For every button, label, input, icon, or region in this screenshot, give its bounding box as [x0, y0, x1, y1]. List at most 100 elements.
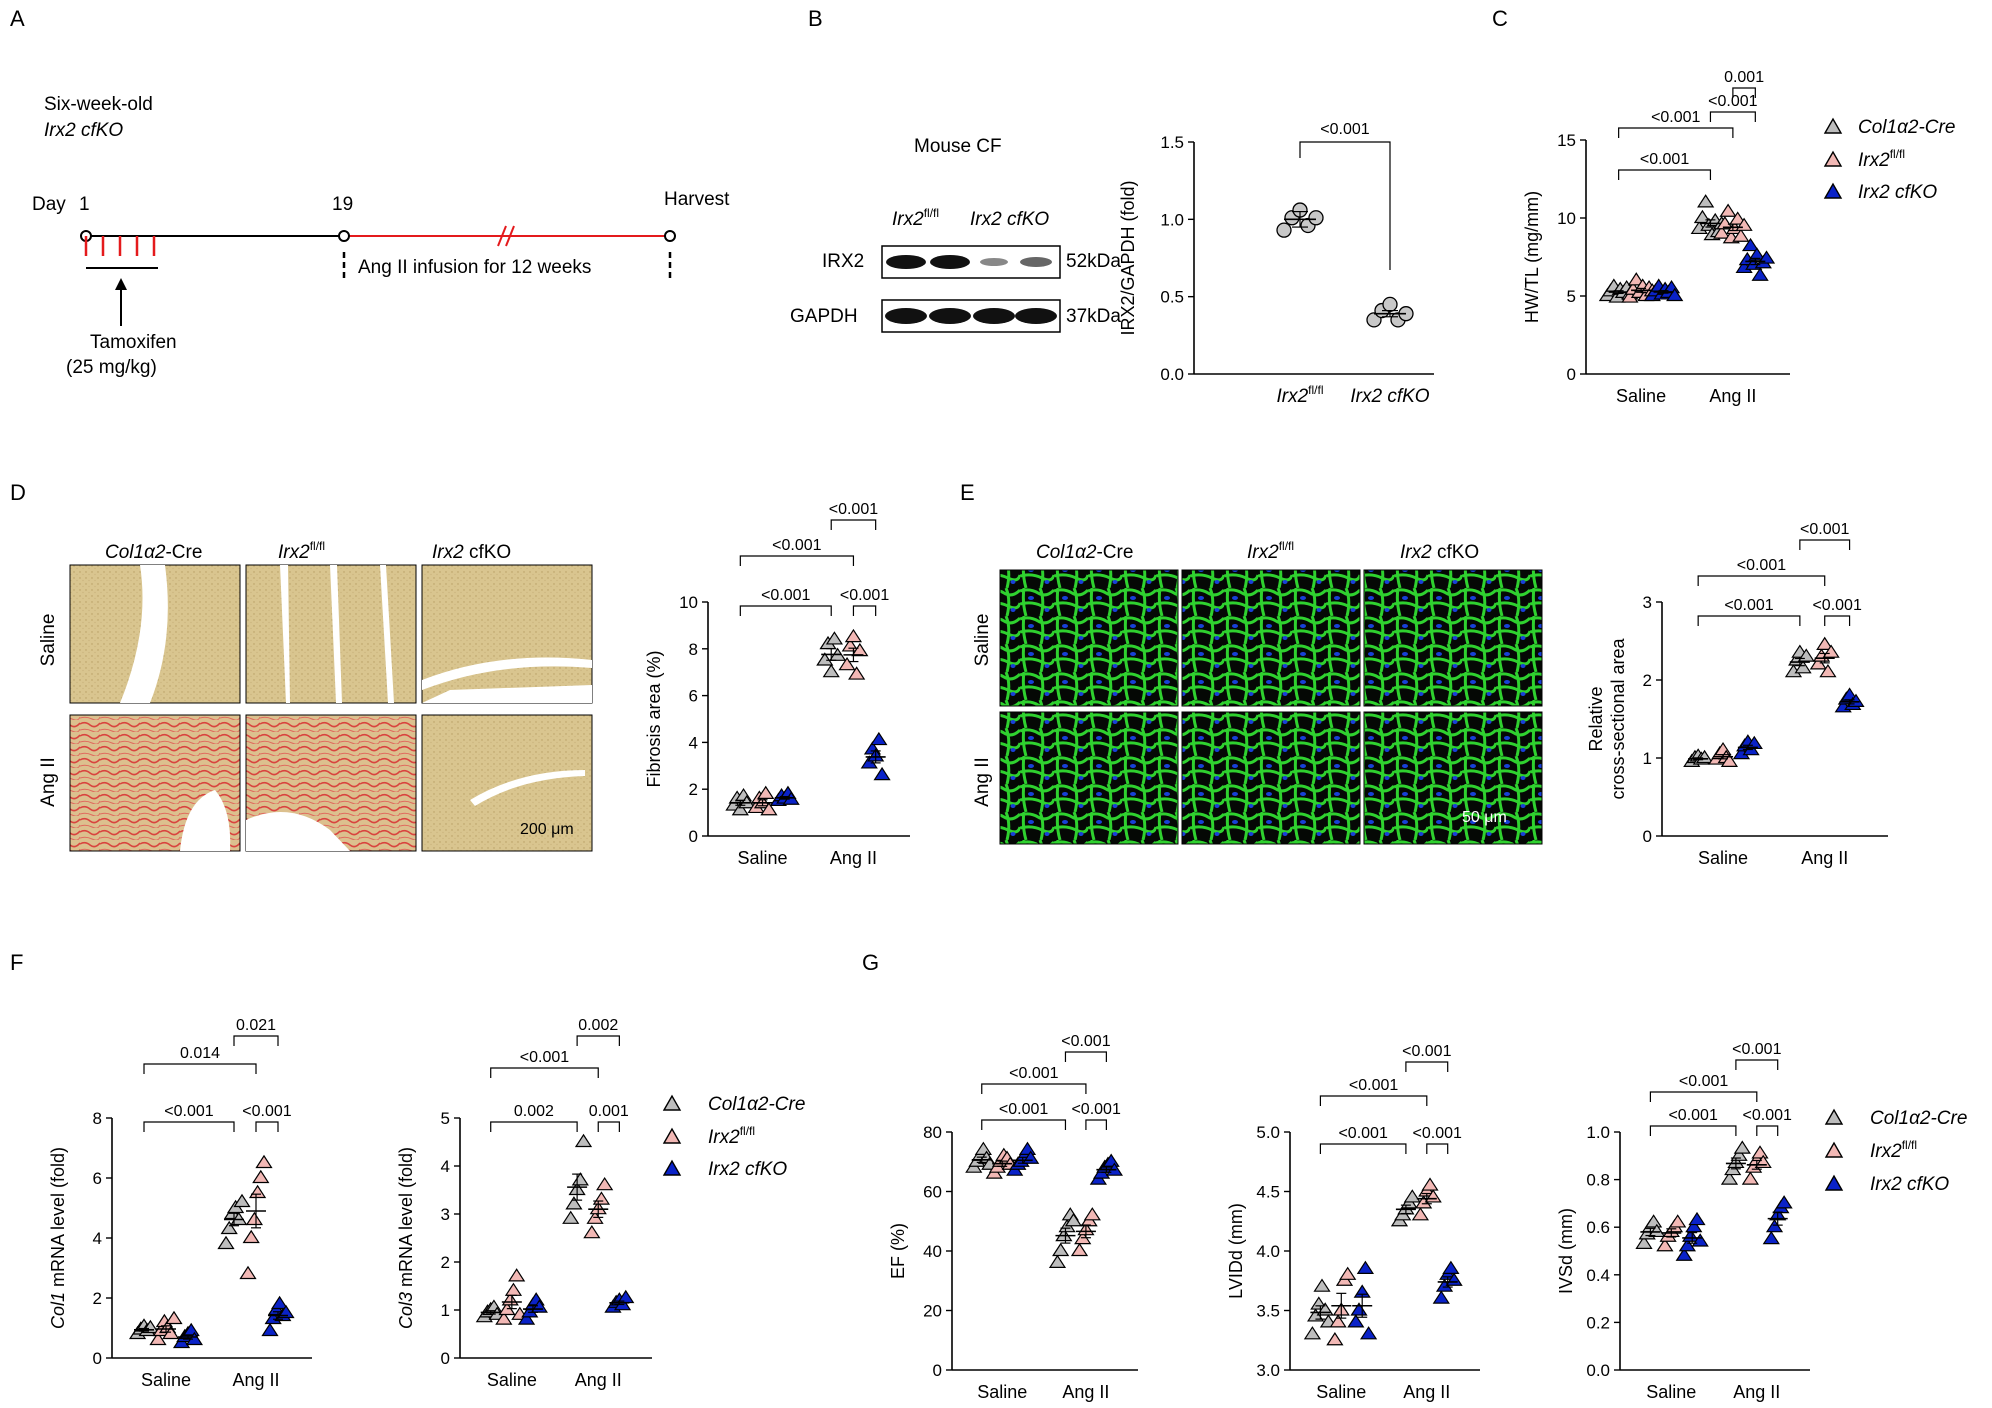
- point-triangle-open-gray: [822, 663, 840, 678]
- y-tick-label: 1.0: [1160, 210, 1184, 229]
- p-value-label: <0.001: [1800, 521, 1849, 538]
- point-triangle-pink: [1326, 1332, 1344, 1346]
- y-tick-label: 0.8: [1586, 1171, 1610, 1190]
- blot-bands: [885, 255, 1057, 324]
- blot-row-gapdh: GAPDH: [790, 306, 858, 327]
- significance-bracket: [1824, 615, 1851, 626]
- significance-bracket: [576, 1035, 620, 1046]
- point-triangle-filled-blue: [1688, 1211, 1706, 1226]
- e-row-saline: Saline: [972, 614, 993, 667]
- point-triangle-pink: [1713, 225, 1731, 239]
- p-value-label: 0.002: [514, 1103, 554, 1120]
- e-img-ang-cfko: [1363, 711, 1543, 845]
- d-scale-bar-label: 200 μm: [520, 821, 574, 838]
- x-label-ang: Ang II: [1801, 848, 1848, 868]
- significance-bracket: [1426, 1143, 1449, 1154]
- y-tick-label: 0.0: [1586, 1361, 1610, 1380]
- x-label-saline: Saline: [487, 1370, 537, 1390]
- blot-row-irx2: IRX2: [822, 251, 864, 272]
- e-img-saline-flfl: [1181, 569, 1361, 707]
- p-value-label: <0.001: [999, 1101, 1048, 1118]
- y-tick-label: 4.5: [1256, 1183, 1280, 1202]
- point-triangle-pink: [757, 785, 775, 799]
- e-col-cre: Col1α2-Cre: [1036, 542, 1133, 563]
- legend-g-cre-icon: [1824, 1108, 1844, 1125]
- band-irx2-3: [980, 258, 1008, 266]
- y-axis-label: EF (%): [888, 1223, 908, 1279]
- significance-bracket: [255, 1121, 279, 1132]
- significance-bracket: [981, 1083, 1087, 1094]
- legend-g-cfko-icon: [1824, 1174, 1844, 1191]
- p-value-label: <0.001: [840, 587, 889, 604]
- e-img-saline-cre: [999, 569, 1179, 707]
- point-triangle-pink: [1822, 644, 1840, 658]
- y-tick-label: 80: [923, 1123, 942, 1142]
- p-value-label: <0.001: [1349, 1077, 1398, 1094]
- significance-bracket: [1799, 539, 1851, 550]
- band-gapdh-3: [973, 308, 1015, 324]
- x-label-ang: Ang II: [575, 1370, 622, 1390]
- significance-bracket: [1319, 1143, 1407, 1154]
- point-triangle-filled-blue: [1666, 287, 1684, 302]
- d-img-saline-flfl-gaps: [280, 565, 394, 703]
- point-triangle-pink: [1751, 1145, 1769, 1159]
- point-triangle-filled-blue: [270, 1295, 289, 1310]
- point-triangle-filled-blue: [870, 731, 888, 746]
- point-triangle-open-gray: [1313, 1278, 1331, 1292]
- point-triangle-filled-blue: [1678, 1238, 1697, 1252]
- y-tick-label: 10: [1557, 209, 1576, 228]
- point-triangle-filled-blue: [1775, 1195, 1793, 1209]
- timeline-day-label: Day: [32, 194, 66, 215]
- significance-bracket: [1697, 575, 1826, 586]
- legend-f: Col1α2-Cre Irx2fl/fl Irx2 cfKO: [662, 1094, 805, 1180]
- significance-bracket: [1405, 1061, 1449, 1072]
- p-value-label: <0.001: [1732, 1041, 1781, 1058]
- significance-bracket: [852, 605, 877, 616]
- timeline-title-2: Irx2 cfKO: [44, 120, 123, 141]
- significance-bracket: [1319, 1095, 1428, 1106]
- point-circle-gray: [1276, 222, 1292, 238]
- blot-lane-cfko: Irx2 cfKO: [970, 209, 1049, 230]
- chart-F-col3: 0 1 2 3 4 5 Col3 mRNA level (fold) Saline Ang II…: [396, 1017, 652, 1390]
- point-triangle-open-gray: [731, 802, 749, 816]
- x-label-ang: Ang II: [1733, 1382, 1780, 1402]
- e-row-ang: Ang II: [972, 757, 993, 807]
- band-irx2-4: [1020, 257, 1052, 267]
- panel-d-histology: Col1α2-Cre Irx2fl/fl Irx2 cfKO Saline An…: [38, 539, 593, 852]
- p-value-label: <0.001: [1071, 1101, 1120, 1118]
- panel-label-b: B: [808, 6, 823, 31]
- d-col-flfl: Irx2fl/fl: [278, 539, 325, 563]
- point-triangle-pink: [1411, 1207, 1430, 1221]
- point-triangle-open-gray: [571, 1172, 589, 1186]
- point-triangle-pink: [1732, 228, 1750, 242]
- p-value-label: 0.021: [236, 1017, 276, 1034]
- significance-bracket: [739, 605, 832, 616]
- y-tick-label: 0: [1567, 365, 1576, 384]
- y-axis-label: LVIDd (mm): [1226, 1203, 1246, 1299]
- p-value-label: <0.001: [1320, 121, 1369, 138]
- p-value-label: <0.001: [1679, 1073, 1728, 1090]
- y-tick-label: 0.2: [1586, 1313, 1610, 1332]
- y-tick-label: 0.4: [1586, 1266, 1610, 1285]
- p-value-label: <0.001: [761, 587, 810, 604]
- legend-f-cfko-icon: [662, 1159, 682, 1176]
- e-scale-bar-label: 50 μm: [1462, 809, 1507, 826]
- legend-c-flfl-icon: [1823, 150, 1843, 167]
- d-img-saline-cre-gap: [120, 565, 168, 703]
- timeline-node-end: [664, 230, 676, 242]
- significance-bracket: [143, 1063, 257, 1074]
- legend-c-cfko-icon: [1823, 182, 1843, 199]
- y-tick-label: 15: [1557, 131, 1576, 150]
- point-triangle-open-gray: [1635, 1235, 1653, 1249]
- point-triangle-pink: [596, 1176, 614, 1191]
- x-label-saline: Saline: [1316, 1382, 1366, 1402]
- legend-f-flfl: Irx2fl/fl: [708, 1124, 755, 1148]
- legend-f-cre: Col1α2-Cre: [708, 1094, 805, 1115]
- legend-c-flfl: Irx2fl/fl: [1858, 147, 1905, 171]
- legend-f-flfl-icon: [662, 1127, 682, 1144]
- point-triangle-pink: [838, 656, 856, 671]
- y-tick-label: 20: [923, 1302, 942, 1321]
- point-triangle-filled-blue: [860, 755, 878, 769]
- point-triangle-open-gray: [1730, 1147, 1748, 1161]
